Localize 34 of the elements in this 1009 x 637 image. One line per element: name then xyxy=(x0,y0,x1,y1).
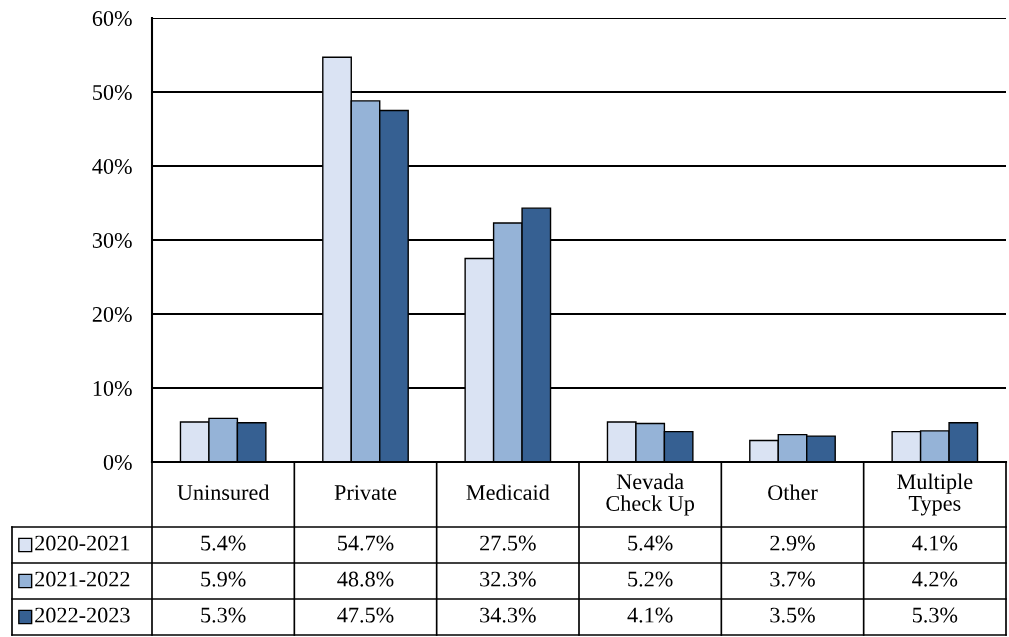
data-label: 3.7% xyxy=(770,571,815,587)
x-tick-label: Private xyxy=(334,485,397,501)
legend-label: 2022-2023 xyxy=(35,607,130,623)
y-tick-label: 10% xyxy=(93,380,132,396)
data-label: 47.5% xyxy=(337,607,394,623)
data-label: 5.9% xyxy=(201,571,246,587)
x-tick-label: Other xyxy=(768,484,818,501)
y-tick-label: 30% xyxy=(92,232,132,248)
legend-label: 2020-2021 xyxy=(35,535,130,551)
data-label: 5.4% xyxy=(201,535,246,551)
data-label: 4.2% xyxy=(912,571,958,587)
data-label: 32.3% xyxy=(480,571,536,587)
x-tick-label: Multiple Types xyxy=(897,473,973,516)
data-label: 2.9% xyxy=(770,535,815,551)
y-tick-label: 50% xyxy=(93,84,132,100)
data-label: 3.5% xyxy=(770,607,815,623)
data-label: 5.3% xyxy=(912,607,958,623)
data-label: 4.1% xyxy=(912,535,958,551)
y-tick-label: 60% xyxy=(92,10,132,26)
x-tick-label: Uninsured xyxy=(177,484,270,501)
y-tick-label: 40% xyxy=(92,158,132,174)
data-label: 54.7% xyxy=(338,535,394,551)
data-label: 48.8% xyxy=(337,571,394,587)
data-label: 27.5% xyxy=(480,535,536,551)
y-tick-label: 0% xyxy=(103,454,132,470)
legend-label: 2021-2022 xyxy=(35,571,130,587)
data-label: 5.2% xyxy=(628,571,673,587)
x-tick-label: Medicaid xyxy=(466,484,550,501)
x-tick-label: Nevada Check Up xyxy=(606,473,695,516)
data-label: 4.1% xyxy=(627,607,673,623)
data-label: 5.3% xyxy=(201,607,246,623)
y-tick-label: 20% xyxy=(92,306,132,322)
data-label: 34.3% xyxy=(480,607,536,623)
data-label: 5.4% xyxy=(628,535,673,551)
